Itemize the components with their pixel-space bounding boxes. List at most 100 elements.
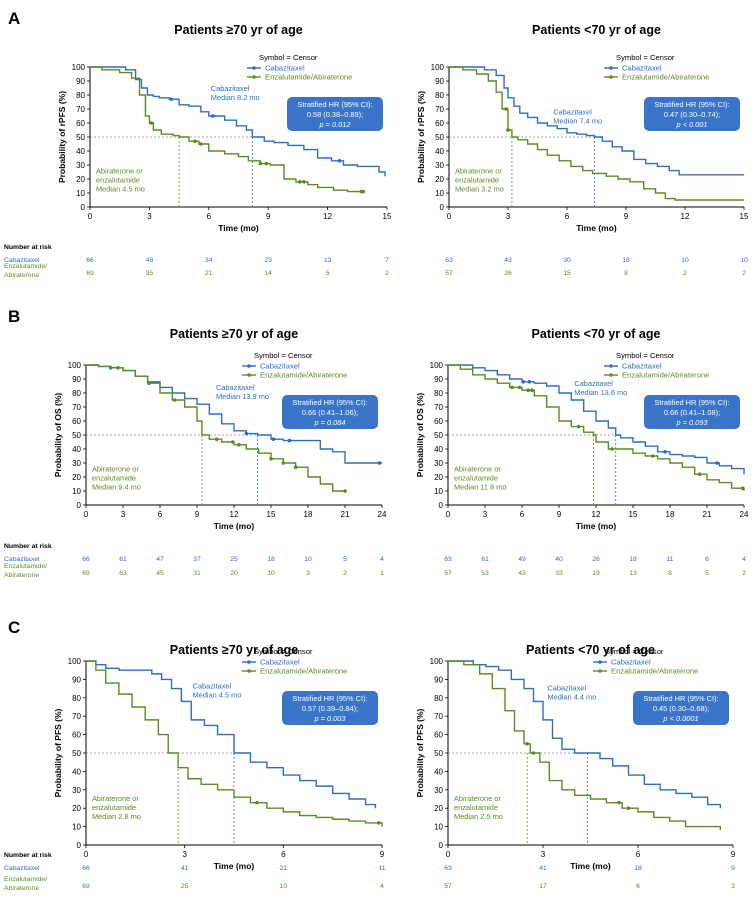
risk-value-cabazitaxel: 13 — [324, 257, 332, 264]
legend-label-enzalutamide: Enzalutamide/Abiraterone — [611, 667, 698, 676]
legend-label-enzalutamide: Enzalutamide/Abiraterone — [622, 371, 709, 380]
x-tick-label: 0 — [446, 510, 451, 519]
censor-mark-enzalutamide-abiraterone — [650, 454, 655, 458]
legend-label-enzalutamide: Enzalutamide/Abiraterone — [265, 73, 352, 82]
censor-mark-enzalutamide-abiraterone — [510, 385, 514, 390]
y-tick-label: 90 — [434, 675, 443, 684]
risk-value-enzalutamide: 2 — [742, 570, 746, 577]
legend-censor-note: Symbol = Censor — [616, 53, 675, 62]
risk-value-cabazitaxel: 21 — [280, 865, 288, 872]
risk-value-cabazitaxel: 66 — [82, 865, 90, 872]
y-tick-label: 80 — [434, 694, 443, 703]
enzalutamide-median-label-1: Abiraterone or — [455, 166, 502, 175]
cabazitaxel-median-value: Median 4.5 mo — [193, 691, 242, 700]
censor-mark-enzalutamide-abiraterone — [376, 821, 381, 825]
risk-value-cabazitaxel: 6 — [705, 556, 709, 563]
risk-value-cabazitaxel: 61 — [481, 556, 489, 563]
y-axis-label: Probability of OS (%) — [415, 393, 425, 478]
legend-marker-cabazitaxel — [252, 66, 256, 70]
risk-value-enzalutamide: 26 — [504, 270, 512, 277]
x-tick-label: 15 — [740, 212, 749, 221]
hazard-ratio-value: 0.66 (0.41–1.06); — [302, 408, 358, 417]
legend-label-cabazitaxel: Cabazitaxel — [622, 64, 662, 73]
y-tick-label: 0 — [77, 841, 82, 850]
censor-mark-cabazitaxel — [527, 380, 532, 384]
y-tick-label: 90 — [76, 77, 85, 86]
y-tick-label: 40 — [435, 147, 444, 156]
risk-value-enzalutamide: 33 — [555, 570, 563, 577]
risk-value-enzalutamide: 31 — [193, 570, 201, 577]
panel-letter: B — [8, 307, 20, 326]
enzalutamide-median-label-1: Abiraterone or — [454, 794, 501, 803]
x-tick-label: 12 — [323, 212, 332, 221]
km-curve-enzalutamide-abiraterone — [449, 66, 744, 201]
censor-mark-enzalutamide-abiraterone — [526, 388, 530, 393]
y-tick-label: 60 — [435, 119, 444, 128]
censor-mark-enzalutamide-abiraterone — [617, 800, 621, 805]
risk-value-cabazitaxel: 30 — [563, 257, 571, 264]
enzalutamide-median-label-2: enzalutamide — [92, 803, 136, 812]
x-tick-label: 0 — [447, 212, 452, 221]
risk-value-enzalutamide: 43 — [518, 570, 526, 577]
x-tick-label: 15 — [383, 212, 392, 221]
hazard-ratio-box — [644, 395, 740, 429]
y-tick-label: 20 — [435, 175, 444, 184]
y-tick-label: 20 — [434, 473, 443, 482]
x-tick-label: 6 — [207, 212, 212, 221]
risk-value-cabazitaxel: 63 — [444, 865, 452, 872]
y-tick-label: 70 — [72, 712, 81, 721]
y-axis-label: Probability of PFS (%) — [415, 708, 425, 797]
censor-mark-cabazitaxel — [287, 438, 292, 443]
hazard-ratio-box — [644, 97, 740, 131]
risk-value-cabazitaxel: 43 — [504, 257, 512, 264]
risk-value-cabazitaxel: 10 — [681, 257, 689, 264]
risk-row-label-cabazitaxel: Cabazitaxel — [4, 556, 40, 563]
enzalutamide-median-label-2: enzalutamide — [454, 803, 498, 812]
hazard-ratio-p-value: p < 0.001 — [675, 120, 707, 129]
x-tick-label: 0 — [84, 850, 89, 859]
risk-value-cabazitaxel: 48 — [146, 257, 154, 264]
risk-value-enzalutamide: 69 — [82, 883, 90, 890]
x-axis-label: Time (mo) — [570, 861, 611, 871]
legend-censor-note: Symbol = Censor — [259, 53, 318, 62]
risk-value-enzalutamide: 8 — [624, 270, 628, 277]
x-tick-label: 21 — [703, 510, 712, 519]
hazard-ratio-box — [633, 691, 729, 725]
censor-mark-enzalutamide-abiraterone — [264, 161, 269, 166]
risk-value-cabazitaxel: 4 — [380, 556, 384, 563]
x-tick-label: 9 — [731, 850, 736, 859]
legend-marker-cabazitaxel — [598, 660, 602, 664]
y-tick-label: 90 — [434, 375, 443, 384]
risk-value-cabazitaxel: 18 — [267, 556, 275, 563]
enzalutamide-median-label-2: enzalutamide — [455, 175, 499, 184]
hazard-ratio-value: 0.57 (0.39–0.84); — [302, 704, 358, 713]
risk-value-cabazitaxel: 47 — [156, 556, 164, 563]
hazard-ratio-box — [282, 395, 378, 429]
cabazitaxel-median-value: Median 4.4 mo — [547, 692, 596, 701]
x-tick-label: 3 — [483, 510, 488, 519]
y-tick-label: 60 — [72, 417, 81, 426]
y-tick-label: 100 — [68, 361, 82, 370]
legend-label-enzalutamide: Enzalutamide/Abiraterone — [260, 667, 347, 676]
legend-label-cabazitaxel: Cabazitaxel — [260, 362, 300, 371]
risk-value-enzalutamide: 53 — [481, 570, 489, 577]
panel-title: Patients ≥70 yr of age — [170, 643, 298, 657]
y-tick-label: 60 — [76, 119, 85, 128]
x-tick-label: 18 — [304, 510, 313, 519]
censor-mark-cabazitaxel — [244, 431, 249, 436]
y-tick-label: 50 — [434, 431, 443, 440]
cabazitaxel-median-value: Median 13.9 mo — [216, 392, 269, 401]
cabazitaxel-median-label: Cabazitaxel — [574, 379, 613, 388]
risk-value-enzalutamide: 3 — [731, 883, 735, 890]
legend-marker-enzalutamide — [598, 669, 602, 673]
panel-title: Patients ≥70 yr of age — [170, 327, 298, 341]
risk-value-cabazitaxel: 11 — [378, 865, 385, 872]
y-tick-label: 70 — [434, 403, 443, 412]
censor-mark-cabazitaxel — [210, 114, 215, 118]
hazard-ratio-value: 0.66 (0.41–1.08); — [664, 408, 720, 417]
censor-mark-cabazitaxel — [715, 461, 719, 465]
y-tick-label: 90 — [72, 375, 81, 384]
cabazitaxel-median-value: Median 7.4 mo — [553, 117, 602, 126]
panel-letter: A — [8, 9, 20, 28]
